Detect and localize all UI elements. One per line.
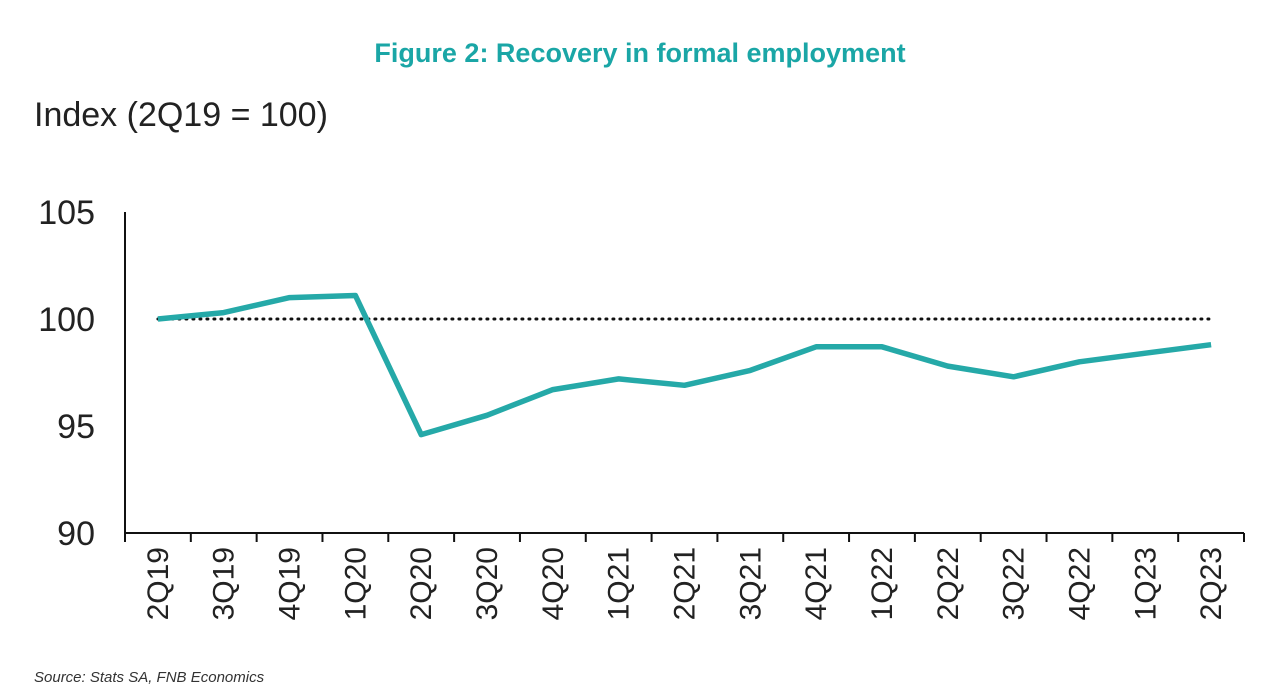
series-line <box>157 292 1212 438</box>
chart-title: Figure 2: Recovery in formal employment <box>374 38 906 68</box>
y-tick-label: 90 <box>57 515 95 553</box>
x-tick-label: 3Q22 <box>998 547 1031 620</box>
x-tick-label: 1Q23 <box>1129 547 1162 620</box>
x-tick-label: 2Q19 <box>142 547 175 620</box>
x-ticks: 2Q19 3Q19 4Q19 1Q20 2Q20 3Q20 4Q20 1Q21 2Q21 3Q21… <box>142 547 1228 620</box>
y-ticks: 90 95 100 105 <box>38 194 95 553</box>
x-tick-label: 4Q20 <box>537 547 570 620</box>
axes <box>124 212 1245 542</box>
series-group <box>157 292 1212 438</box>
source-note: Source: Stats SA, FNB Economics <box>34 669 265 686</box>
x-tick-label: 3Q21 <box>734 547 767 620</box>
x-tick-label: 4Q21 <box>800 547 833 620</box>
x-tick-label: 4Q19 <box>274 547 307 620</box>
x-tick-label: 1Q20 <box>339 547 372 620</box>
x-tick-label: 3Q19 <box>208 547 241 620</box>
x-tick-label: 1Q21 <box>603 547 636 620</box>
x-tick-label: 2Q22 <box>932 547 965 620</box>
x-tick-label: 2Q21 <box>669 547 702 620</box>
y-tick-label: 105 <box>38 194 95 232</box>
x-tick-label: 2Q20 <box>405 547 438 620</box>
x-tick-label: 4Q22 <box>1063 547 1096 620</box>
y-tick-label: 100 <box>38 301 95 339</box>
x-tick-label: 3Q20 <box>471 547 504 620</box>
x-tick-label: 2Q23 <box>1195 547 1228 620</box>
y-tick-label: 95 <box>57 408 95 446</box>
x-tick-label: 1Q22 <box>866 547 899 620</box>
y-axis-label: Index (2Q19 = 100) <box>34 96 328 134</box>
